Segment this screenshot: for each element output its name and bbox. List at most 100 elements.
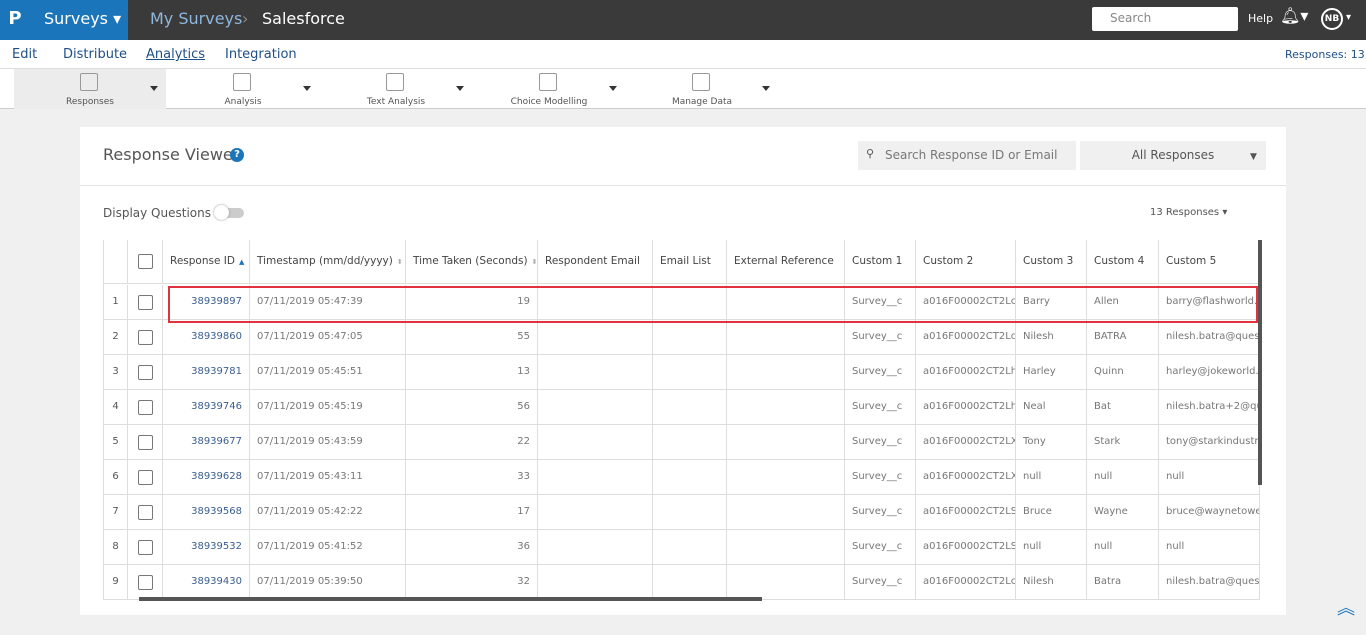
table-cell[interactable]: 38939628 xyxy=(163,460,250,495)
row-number: 2 xyxy=(104,320,128,355)
response-filter[interactable]: All Responses xyxy=(1080,141,1266,170)
column-header[interactable]: Custom 3 xyxy=(1016,240,1087,284)
column-header[interactable]: Custom 4 xyxy=(1087,240,1159,284)
row-checkbox[interactable] xyxy=(138,505,153,520)
toolbar-item[interactable]: Manage Data xyxy=(626,69,778,109)
notifications[interactable]: 🔔︎▾ xyxy=(1280,6,1309,25)
column-header[interactable]: Timestamp (mm/dd/yyyy) ⬍ xyxy=(250,240,406,284)
row-checkbox[interactable] xyxy=(138,330,153,345)
app-switcher[interactable]: Surveys ▾ xyxy=(30,0,128,40)
table-cell: 07/11/2019 05:43:59 xyxy=(250,425,406,460)
table-cell: Bruce xyxy=(1016,495,1087,530)
column-header[interactable]: Response ID ▲ xyxy=(163,240,250,284)
row-select xyxy=(128,285,163,320)
table-cell: 07/11/2019 05:42:22 xyxy=(250,495,406,530)
toolbar-label: Choice Modelling xyxy=(510,97,588,107)
table-cell: Tony xyxy=(1016,425,1087,460)
table-cell: bruce@waynetowe xyxy=(1159,495,1260,530)
table-cell[interactable]: 38939781 xyxy=(163,355,250,390)
avatar[interactable]: NB xyxy=(1321,8,1343,30)
toolbar-item[interactable]: Analysis xyxy=(167,69,319,109)
table-cell[interactable]: 38939532 xyxy=(163,530,250,565)
responses-per-page[interactable]: 13 Responses ▾ xyxy=(1150,207,1228,218)
table-cell[interactable]: 38939677 xyxy=(163,425,250,460)
row-checkbox[interactable] xyxy=(138,540,153,555)
table-cell: 33 xyxy=(406,460,538,495)
column-header[interactable]: Email List xyxy=(653,240,727,284)
sort-icon: ▲ xyxy=(238,258,245,266)
toolbar-label: Analysis xyxy=(224,97,262,107)
header-cell xyxy=(128,240,163,284)
toolbar-caret xyxy=(609,86,617,95)
toolbar-item[interactable]: Responses xyxy=(14,69,166,109)
table-cell[interactable]: 38939746 xyxy=(163,390,250,425)
toolbar-caret xyxy=(762,86,770,95)
table-cell[interactable]: 38939897 xyxy=(163,285,250,320)
display-questions-toggle[interactable] xyxy=(214,205,244,220)
table-cell: nilesh.batra+2@qu xyxy=(1159,390,1260,425)
breadcrumb-link[interactable]: My Surveys xyxy=(150,9,243,28)
table-cell: null xyxy=(1159,460,1260,495)
toolbar-icon xyxy=(233,73,251,91)
row-checkbox[interactable] xyxy=(138,295,153,310)
table-cell: Survey__c xyxy=(845,285,916,320)
row-select xyxy=(128,425,163,460)
response-search[interactable]: Search Response ID or Email xyxy=(858,141,1076,170)
row-checkbox[interactable] xyxy=(138,470,153,485)
help-link[interactable]: Help xyxy=(1248,12,1274,25)
table-cell: 07/11/2019 05:43:11 xyxy=(250,460,406,495)
table-cell: null xyxy=(1016,460,1087,495)
toolbar-item[interactable]: Text Analysis xyxy=(320,69,472,109)
divider xyxy=(80,185,1286,186)
table-cell xyxy=(538,390,653,425)
search-icon: ⚲ xyxy=(866,147,875,160)
table-cell xyxy=(538,285,653,320)
nav-tab[interactable]: Distribute xyxy=(63,47,128,62)
column-header[interactable]: Custom 5 xyxy=(1159,240,1260,284)
table-cell xyxy=(653,390,727,425)
table-cell xyxy=(653,425,727,460)
logo[interactable]: P xyxy=(0,0,30,40)
column-header[interactable]: Time Taken (Seconds) ⬍ xyxy=(406,240,538,284)
row-checkbox[interactable] xyxy=(138,575,153,590)
column-header[interactable]: Custom 1 xyxy=(845,240,916,284)
table-cell: Survey__c xyxy=(845,530,916,565)
table-cell: Barry xyxy=(1016,285,1087,320)
table-cell: Allen xyxy=(1087,285,1159,320)
table-cell xyxy=(653,355,727,390)
table-cell[interactable]: 38939568 xyxy=(163,495,250,530)
nav-tab[interactable]: Edit xyxy=(12,47,38,62)
table-cell[interactable]: 38939860 xyxy=(163,320,250,355)
column-header[interactable]: External Reference xyxy=(727,240,845,284)
vertical-scrollbar[interactable] xyxy=(1258,240,1262,485)
column-title: Custom 5 xyxy=(1166,255,1217,267)
row-checkbox[interactable] xyxy=(138,435,153,450)
table-cell[interactable]: 38939430 xyxy=(163,565,250,600)
table-cell: nilesh.batra@ques xyxy=(1159,565,1260,600)
search-input[interactable]: Search xyxy=(1092,7,1238,31)
table-cell: Wayne xyxy=(1087,495,1159,530)
table-cell xyxy=(727,285,845,320)
row-select xyxy=(128,460,163,495)
table-cell xyxy=(538,530,653,565)
table-cell: null xyxy=(1016,530,1087,565)
row-checkbox[interactable] xyxy=(138,400,153,415)
row-checkbox[interactable] xyxy=(138,365,153,380)
nav-tab[interactable]: Integration xyxy=(225,47,297,62)
row-number: 1 xyxy=(104,285,128,320)
sort-icon: ⬍ xyxy=(531,258,538,266)
nav-tab-active[interactable]: Analytics xyxy=(146,47,206,62)
nav-bar xyxy=(0,40,1366,69)
horizontal-scrollbar[interactable] xyxy=(139,597,762,601)
column-header[interactable]: Custom 2 xyxy=(916,240,1016,284)
select-all-checkbox[interactable] xyxy=(138,254,153,269)
table-cell: a016F00002CT2Lh xyxy=(916,390,1016,425)
table-cell: 19 xyxy=(406,285,538,320)
column-header[interactable]: Respondent Email xyxy=(538,240,653,284)
toolbar-label: Text Analysis xyxy=(366,97,426,107)
row-number: 4 xyxy=(104,390,128,425)
toolbar-item[interactable]: Choice Modelling xyxy=(473,69,625,109)
help-icon[interactable]: ? xyxy=(230,148,244,162)
scroll-top[interactable]: ︽ xyxy=(1337,598,1355,619)
